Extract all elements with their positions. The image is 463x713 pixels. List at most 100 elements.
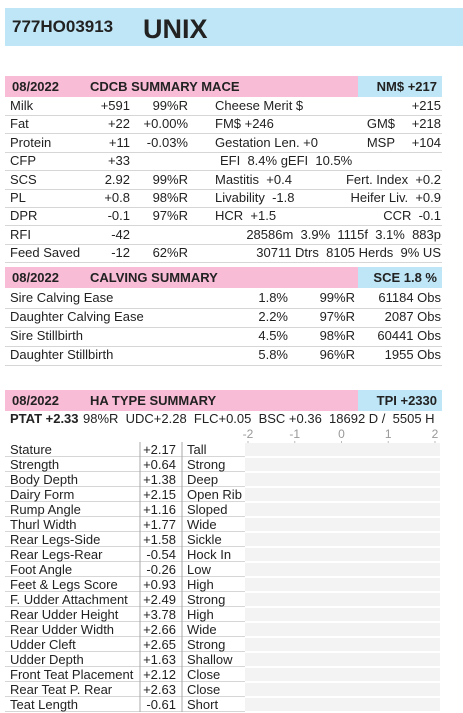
- trait-value: +2.63: [143, 682, 176, 697]
- trait-value: +2.15: [143, 487, 176, 502]
- calving-cell: 1.8%: [258, 290, 288, 305]
- row-divider: [5, 606, 245, 607]
- calving-cell: Sire Calving Ease: [10, 290, 114, 305]
- trait-name: Udder Cleft: [10, 637, 76, 652]
- trait-name: Thurl Width: [10, 517, 77, 532]
- trait-descriptor: Wide: [187, 622, 217, 637]
- header-bar: [5, 8, 463, 46]
- row-divider: [5, 365, 442, 366]
- x-tick-label: 0: [338, 427, 345, 441]
- row-band: [245, 698, 440, 711]
- trait-value: +2.17: [143, 442, 176, 457]
- calving-cell: Sire Stillbirth: [10, 328, 83, 343]
- row-band: [245, 548, 440, 561]
- row-divider: [5, 486, 245, 487]
- trait-name: Teat Length: [10, 697, 78, 712]
- calving-cell: Daughter Calving Ease: [10, 309, 144, 324]
- trait-value: +3.78: [143, 607, 176, 622]
- row-divider: [5, 327, 442, 328]
- trait-value: -0.61: [146, 697, 176, 712]
- summary-cell: +22: [107, 116, 130, 132]
- summary-cell: EFI 8.4% gEFI 10.5%: [220, 153, 353, 169]
- section-date: 08/2022: [12, 79, 59, 94]
- trait-value: +0.64: [143, 457, 176, 472]
- trait-value: -0.26: [146, 562, 176, 577]
- summary-cell: +0.00%: [143, 116, 188, 132]
- summary-cell: RFI: [10, 226, 31, 242]
- section-badge-text: NM$ +217: [376, 79, 437, 94]
- x-tick-label: 2: [431, 427, 439, 441]
- trait-value: +1.16: [143, 502, 176, 517]
- summary-cell: +0.8: [104, 190, 130, 205]
- trait-name: Body Depth: [10, 472, 78, 487]
- trait-descriptor: Close: [187, 682, 221, 697]
- calving-cell: Daughter Stillbirth: [10, 347, 114, 362]
- row-divider: [5, 151, 442, 153]
- trait-value: +1.77: [143, 517, 176, 532]
- summary-cell: Cheese Merit $: [215, 98, 304, 113]
- section-title: CALVING SUMMARY: [90, 270, 218, 285]
- row-divider: [5, 666, 245, 667]
- summary-cell: 99%R: [152, 171, 188, 187]
- x-tick-label: -1: [289, 427, 301, 441]
- summary-cell: FM$ +246: [215, 116, 274, 132]
- summary-cell: Heifer Liv. +0.9: [350, 190, 441, 205]
- row-band: [245, 473, 440, 486]
- section-date: 08/2022: [12, 270, 59, 285]
- row-divider: [5, 516, 245, 517]
- summary-cell: DPR: [10, 208, 38, 224]
- summary-cell: 98%R: [152, 190, 188, 205]
- summary-cell: -0.1: [107, 208, 130, 224]
- section-badge: [358, 76, 442, 97]
- section-title: HA TYPE SUMMARY: [90, 393, 217, 408]
- trait-value: +2.66: [143, 622, 176, 637]
- row-band: [245, 503, 440, 516]
- ptat: PTAT +2.33: [10, 411, 79, 426]
- trait-descriptor: Strong: [187, 592, 226, 607]
- section-badge: [358, 267, 442, 288]
- summary-cell: 62%R: [152, 245, 188, 261]
- row-divider: [5, 188, 442, 190]
- trait-name: Front Teat Placement: [10, 667, 134, 682]
- summary-cell: Protein: [10, 134, 52, 150]
- summary-cell: Feed Saved: [10, 245, 81, 261]
- summary-cell: +591: [100, 98, 130, 113]
- trait-descriptor: Shallow: [187, 652, 233, 667]
- trait-descriptor: Strong: [187, 457, 226, 472]
- trait-name: Rear Udder Width: [10, 622, 115, 637]
- row-band: [245, 578, 440, 591]
- row-band: [245, 638, 440, 651]
- calving-cell: 61184 Obs: [378, 290, 441, 305]
- row-divider: [5, 308, 442, 309]
- row-divider: [5, 225, 442, 227]
- row-divider: [5, 346, 442, 347]
- trait-descriptor: Deep: [187, 472, 219, 487]
- row-band: [245, 593, 440, 606]
- row-divider: [5, 651, 245, 652]
- trait-name: Udder Depth: [10, 652, 84, 667]
- row-band: [245, 668, 440, 681]
- trait-value: +1.58: [143, 532, 176, 547]
- row-divider: [5, 133, 442, 135]
- section-title: CDCB SUMMARY MACE: [90, 79, 240, 94]
- trait-descriptor: Wide: [187, 517, 217, 532]
- summary-cell: CCR -0.1: [383, 208, 441, 224]
- summary-cell: SCS: [10, 171, 37, 187]
- row-divider: [5, 501, 245, 502]
- trait-value: +1.63: [143, 652, 176, 667]
- summary-cell: +104: [411, 134, 441, 150]
- row-divider: [5, 711, 245, 712]
- trait-descriptor: Close: [187, 667, 221, 682]
- summary-cell: Gestation Len. +0: [215, 134, 318, 150]
- trait-value: +1.38: [143, 472, 176, 487]
- summary-cell: 30711 Dtrs 8105 Herds 9% US: [256, 245, 441, 261]
- summary-cell: Milk: [10, 98, 34, 113]
- x-tick-label: -2: [242, 427, 254, 441]
- summary-cell: -12: [111, 245, 130, 261]
- trait-name: F. Udder Attachment: [10, 592, 128, 607]
- row-band: [245, 488, 440, 501]
- section-bar: [5, 76, 358, 97]
- row-divider: [5, 576, 245, 577]
